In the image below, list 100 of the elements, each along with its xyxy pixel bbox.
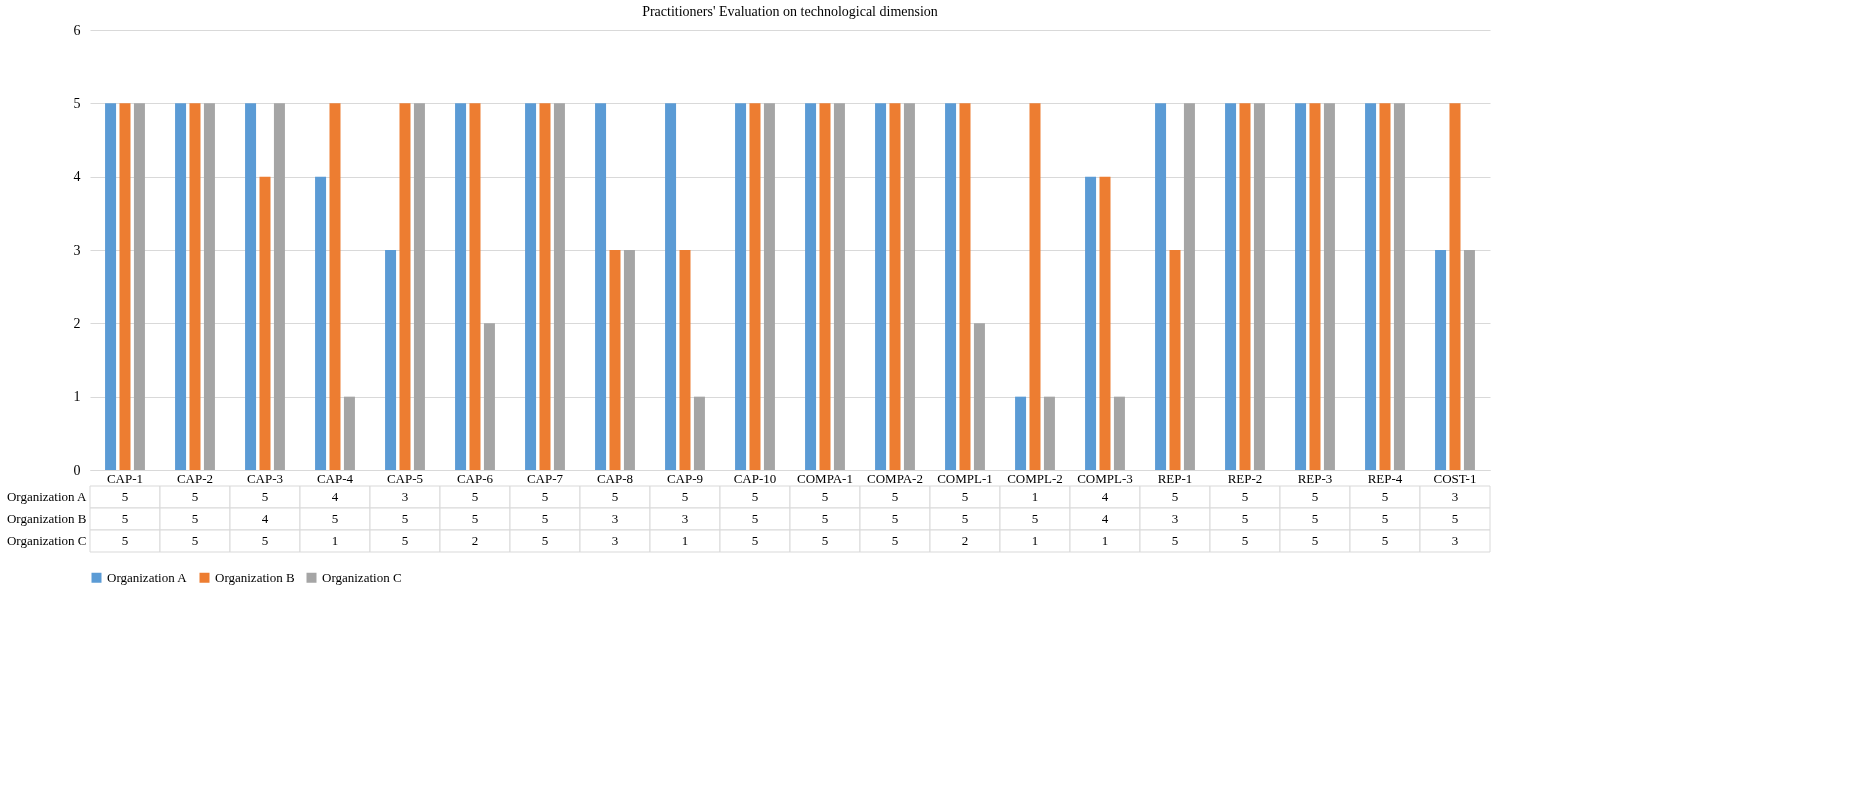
bar [1323,103,1335,470]
bar [329,103,341,470]
data-label: 5 [611,489,619,504]
bar [1295,103,1307,470]
bar [693,396,705,470]
data-label: 5 [891,533,899,548]
y-tick-label: 1 [73,389,81,405]
bar [1449,103,1461,470]
x-tick-label: COMPL-1 [937,470,993,486]
text: Organization C [6,533,87,548]
bar [1183,103,1195,470]
x-tick-label: CAP-8 [596,470,634,486]
data-label: 3 [1451,533,1459,548]
data-label: 5 [191,533,199,548]
x-tick-label: CAP-2 [176,470,214,486]
data-label: 5 [121,489,129,504]
x-tick-label: CAP-1 [106,470,144,486]
bar [343,396,355,470]
bar [833,103,845,470]
data-label: 4 [331,489,339,504]
data-label: 5 [401,533,409,548]
data-label: 5 [821,511,829,526]
data-label: 5 [1311,533,1319,548]
bar [903,103,915,470]
data-label: 5 [821,489,829,504]
data-label: 5 [191,511,199,526]
bar [1309,103,1321,470]
bar [1015,396,1027,470]
bar [1155,103,1167,470]
y-tick-label: 6 [73,22,81,38]
bar [469,103,481,470]
x-tick-label: CAP-5 [386,470,424,486]
data-label: 5 [1171,533,1179,548]
bar [973,323,985,470]
bar [1029,103,1041,470]
x-tick-label: COMPL-3 [1077,470,1133,486]
data-label: 1 [1031,489,1039,504]
x-tick-label: COMPA-1 [797,470,853,486]
bar [385,250,397,470]
legend-label: Organization A [107,569,188,585]
data-label: 5 [1031,511,1039,526]
y-tick-label: 4 [73,169,81,185]
bar [525,103,537,470]
data-label: 2 [961,533,969,548]
x-tick-label: COMPA-2 [867,470,923,486]
x-tick-label: COST-1 [1433,470,1477,486]
text: Organization A [6,489,87,504]
y-tick-label: 2 [73,315,81,331]
bar [1393,103,1405,470]
data-label: 4 [261,511,269,526]
bar [483,323,495,470]
x-tick-label: CAP-3 [246,470,284,486]
bar [259,176,271,470]
data-label: 5 [401,511,409,526]
x-tick-label: REP-3 [1297,470,1333,486]
bar [175,103,187,470]
data-label: 1 [331,533,339,548]
data-label: 5 [1311,489,1319,504]
bar [889,103,901,470]
data-label: 5 [891,489,899,504]
data-label: 5 [471,489,479,504]
y-tick-label: 0 [73,462,81,478]
bar [945,103,957,470]
data-label: 1 [681,533,689,548]
data-label: 5 [751,489,759,504]
bar [1085,176,1097,470]
x-tick-label: CAP-9 [666,470,704,486]
data-label: 5 [121,511,129,526]
bar [399,103,411,470]
bar [1435,250,1447,470]
data-label: 5 [191,489,199,504]
data-label: 5 [261,533,269,548]
bar [735,103,747,470]
chart-title: Practitioners' Evaluation on technological dimension [642,4,938,19]
legend-label: Organization C [322,569,402,585]
bar [105,103,117,470]
bar [455,103,467,470]
bar [245,103,257,470]
bar [819,103,831,470]
x-tick-label: CAP-6 [456,470,494,486]
bar [1365,103,1377,470]
data-label: 4 [1101,489,1109,504]
y-tick-label: 5 [73,95,81,111]
data-label: 5 [261,489,269,504]
bar [1379,103,1391,470]
data-label: 5 [821,533,829,548]
bar [1253,103,1265,470]
bar [1463,250,1475,470]
data-label: 5 [681,489,689,504]
data-label: 3 [681,511,689,526]
data-label: 5 [1311,511,1319,526]
data-label: 5 [1381,533,1389,548]
data-label: 5 [1381,489,1389,504]
bar [609,250,621,470]
x-tick-label: CAP-4 [316,470,354,486]
data-label: 5 [121,533,129,548]
data-label: 5 [751,533,759,548]
x-tick-label: COMPL-2 [1007,470,1063,486]
bar [539,103,551,470]
data-label: 5 [541,533,549,548]
